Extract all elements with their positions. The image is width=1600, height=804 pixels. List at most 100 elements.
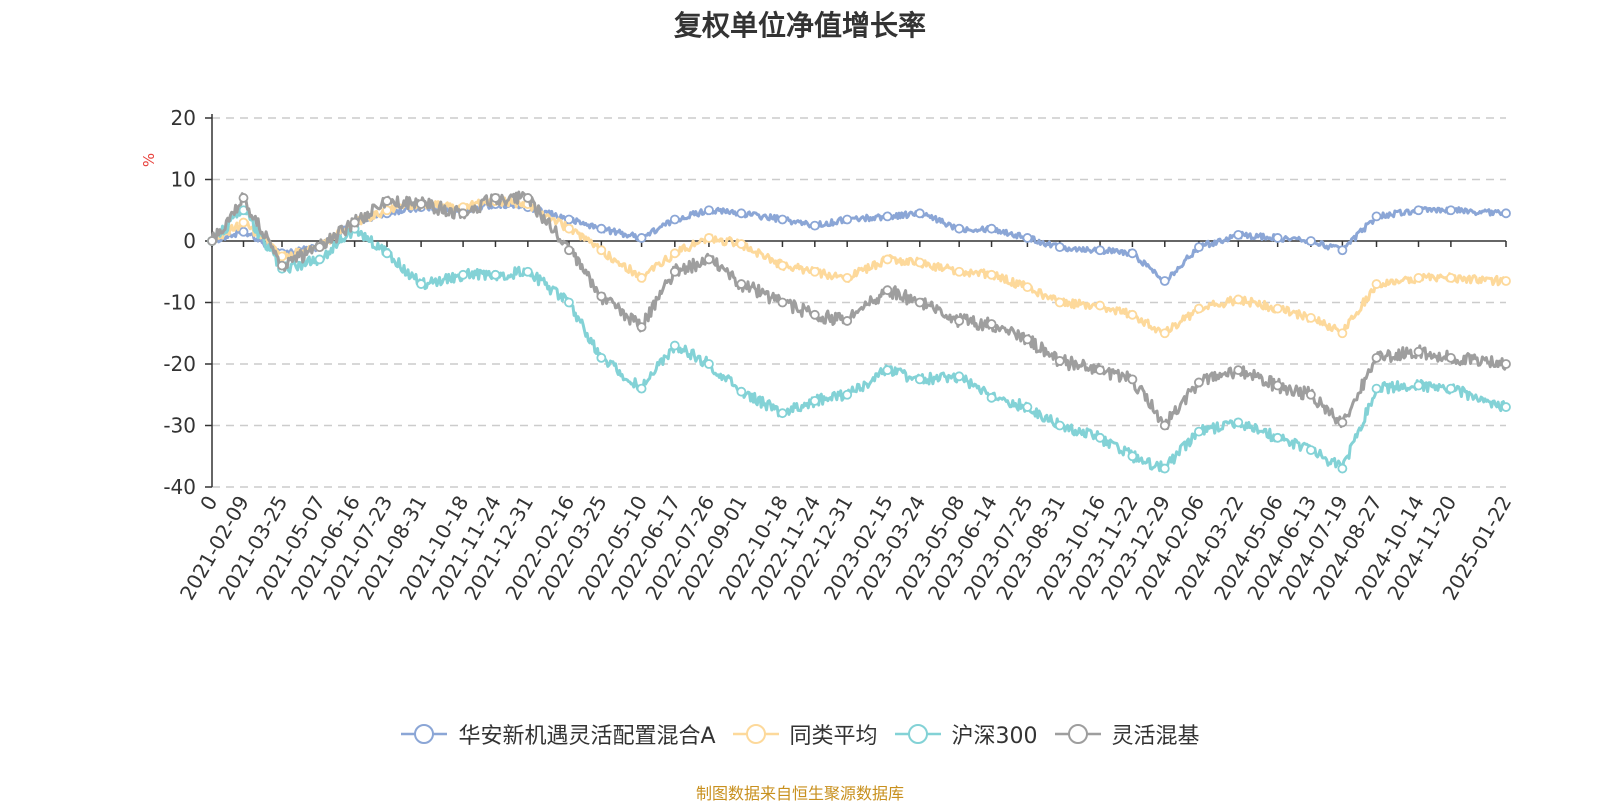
data-point — [1054, 420, 1065, 431]
data-point — [736, 279, 747, 289]
legend-label: 灵活混基 — [1111, 724, 1200, 749]
data-point — [1305, 312, 1316, 323]
data-point — [1127, 451, 1138, 462]
y-tick-label: -30 — [163, 414, 196, 438]
data-point — [1305, 236, 1316, 246]
data-point — [1501, 276, 1511, 286]
data-point — [954, 223, 965, 234]
data-point — [1337, 245, 1348, 256]
data-point — [954, 371, 965, 382]
data-point — [416, 199, 427, 210]
legend-item[interactable]: 同类平均 — [732, 718, 878, 750]
legend-item[interactable]: 华安新机遇灵活配置混合A — [400, 718, 716, 750]
series-line — [210, 208, 1507, 473]
data-point — [564, 245, 574, 256]
data-point — [1272, 303, 1283, 314]
y-axis-label: % — [140, 153, 158, 167]
data-point — [842, 316, 853, 326]
data-point — [882, 365, 893, 376]
data-point — [777, 297, 788, 308]
data-point — [1337, 463, 1348, 474]
legend-swatch-icon — [732, 724, 779, 744]
legend-swatch-icon — [894, 724, 941, 744]
data-point — [1022, 334, 1033, 345]
data-point — [1445, 352, 1456, 363]
data-point — [1501, 359, 1511, 369]
data-point — [1371, 352, 1382, 363]
legend-label: 沪深300 — [951, 724, 1038, 749]
data-point — [809, 395, 820, 406]
legend-swatch-icon — [1054, 724, 1101, 744]
data-point — [704, 359, 714, 369]
data-point — [382, 196, 392, 206]
data-point — [736, 386, 747, 397]
data-point — [1095, 245, 1105, 256]
data-point — [1095, 300, 1105, 311]
data-point — [1501, 402, 1511, 412]
data-point — [1305, 445, 1316, 456]
data-point — [238, 217, 249, 228]
data-point — [1337, 328, 1348, 339]
legend-label: 华安新机遇灵活配置混合A — [458, 724, 716, 749]
data-point — [596, 223, 607, 234]
data-point — [636, 272, 647, 283]
y-tick-label: 20 — [171, 106, 196, 130]
data-point — [669, 214, 680, 225]
data-point — [842, 214, 853, 225]
data-point — [1159, 328, 1170, 339]
data-point — [1272, 233, 1283, 243]
data-point — [669, 248, 680, 259]
data-point — [882, 285, 893, 296]
data-point — [349, 217, 360, 228]
data-point — [914, 297, 925, 308]
data-point — [954, 316, 965, 326]
series-line — [210, 190, 1508, 430]
data-point — [1233, 365, 1244, 376]
data-point — [382, 248, 392, 259]
y-tick-label: -10 — [163, 291, 196, 315]
data-point — [1194, 303, 1204, 314]
data-point — [914, 208, 925, 219]
chart-title: 复权单位净值增长率 — [673, 9, 926, 42]
data-point — [207, 236, 217, 246]
data-point — [704, 254, 714, 265]
data-point — [1159, 463, 1170, 474]
y-tick-label: 0 — [183, 229, 196, 253]
legend-item[interactable]: 沪深300 — [894, 718, 1038, 750]
data-point — [842, 272, 853, 283]
data-point — [669, 340, 680, 351]
data-point — [1501, 208, 1511, 219]
data-point — [564, 297, 574, 308]
data-point — [777, 260, 788, 271]
data-point — [416, 279, 427, 289]
data-point — [986, 269, 997, 280]
legend-item[interactable]: 灵活混基 — [1054, 718, 1200, 750]
data-point — [564, 214, 574, 225]
data-point — [809, 266, 820, 277]
data-point — [1022, 233, 1033, 243]
data-point — [1022, 282, 1033, 293]
data-point — [1445, 272, 1456, 283]
data-point — [314, 254, 325, 265]
data-point — [882, 211, 893, 222]
data-point — [1413, 380, 1424, 391]
axes: 20100-10-20-30-4002021-02-092021-03-2520… — [163, 106, 1516, 604]
data-point — [704, 233, 714, 243]
data-point — [914, 257, 925, 268]
data-point — [636, 233, 647, 243]
data-point — [458, 269, 469, 280]
data-point — [1445, 205, 1456, 216]
series-lines — [207, 190, 1511, 474]
data-point — [277, 260, 287, 271]
data-point — [1233, 229, 1244, 240]
data-point — [1371, 383, 1382, 394]
data-point — [736, 208, 747, 219]
data-point — [238, 193, 249, 203]
data-point — [1127, 309, 1138, 320]
grid-lines — [212, 117, 1506, 488]
data-point — [1127, 374, 1138, 385]
data-point — [636, 322, 647, 333]
data-point — [564, 223, 574, 234]
data-point — [1054, 242, 1065, 253]
data-point — [1371, 279, 1382, 289]
